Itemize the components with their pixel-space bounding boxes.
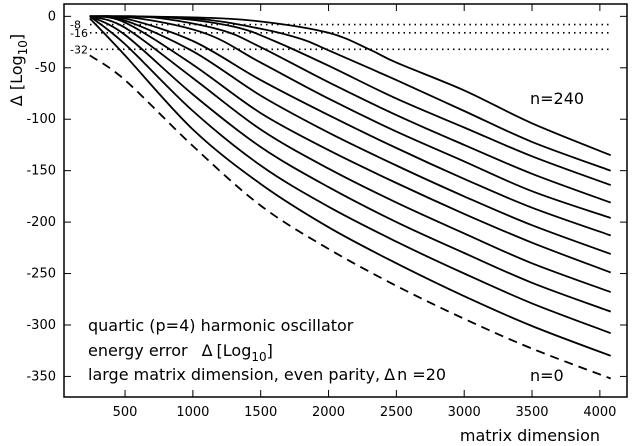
y-axis-title: Δ [Log10] [7, 34, 30, 106]
annotation-line-3-prefix: large matrix dimension, even parity, [88, 365, 380, 384]
y-axis-title-close: ] [7, 34, 26, 40]
series-line-n60 [89, 15, 612, 313]
annotation-line-2: energy error Δ [Log10] [88, 341, 273, 364]
x-tick-label: 1500 [244, 405, 277, 420]
y-tick-label: -100 [26, 112, 56, 127]
x-tick-label: 1000 [176, 405, 209, 420]
y-tick-label: -150 [26, 164, 56, 179]
x-tick-label: 500 [113, 405, 138, 420]
top-series-label: n=240 [530, 89, 584, 108]
series-line-n220 [89, 15, 612, 172]
y-tick-label: -300 [26, 318, 56, 333]
series-line-n100 [89, 15, 612, 274]
series-line-n40 [89, 15, 612, 335]
y-tick-label: -50 [35, 61, 56, 76]
annotation-line-3-delta: Δ [384, 365, 395, 384]
x-tick-label: 2500 [380, 405, 413, 420]
series-line-n80 [89, 15, 612, 293]
x-tick-label: 4000 [583, 405, 616, 420]
y-axis-title-main: Δ [Log [7, 55, 26, 106]
y-tick-label: -250 [26, 267, 56, 282]
annotation-line-3-suffix: n =20 [397, 365, 446, 384]
y-axis-ticks: 0 -50 -100 -150 -200 -250 -300 -350 [26, 9, 627, 384]
annotation-line-2-log: [Log [217, 341, 252, 360]
bottom-series-label: n=0 [530, 366, 564, 385]
series-line-n180 [89, 15, 612, 204]
annotation-line-2-sub: 10 [251, 350, 266, 364]
series-line-n140 [89, 15, 612, 237]
y-tick-label: -350 [26, 369, 56, 384]
reference-line-label: -8 [70, 19, 81, 32]
reference-lines: -8-16 -32 [70, 19, 610, 56]
annotation-line-2-prefix: energy error [88, 341, 188, 360]
plot-frame [63, 3, 628, 398]
series-line-n240 [89, 15, 612, 157]
annotation-line-1: quartic (p=4) harmonic oscillator [88, 316, 354, 335]
y-tick-label: -200 [26, 215, 56, 230]
series-line-n20 [89, 17, 612, 357]
series-line-n160 [89, 15, 611, 219]
annotation-line-2-close: ] [267, 341, 273, 360]
series-group [89, 15, 612, 380]
x-tick-label: 3500 [515, 405, 548, 420]
y-tick-label: 0 [48, 9, 56, 24]
x-tick-label: 2000 [312, 405, 345, 420]
series-line-n120 [89, 15, 612, 255]
reference-line-label: -32 [70, 43, 88, 56]
series-line-n0 [89, 54, 612, 380]
x-axis-title: matrix dimension [460, 426, 600, 445]
x-tick-label: 3000 [448, 405, 481, 420]
x-axis-ticks: 500 1000 1500 2000 2500 3000 3500 4000 [113, 4, 616, 420]
series-line-n200 [89, 15, 612, 186]
annotation-line-2-delta: Δ [202, 341, 213, 360]
reference-line-label: -16 [70, 27, 88, 40]
y-axis-title-sub: 10 [16, 40, 30, 55]
